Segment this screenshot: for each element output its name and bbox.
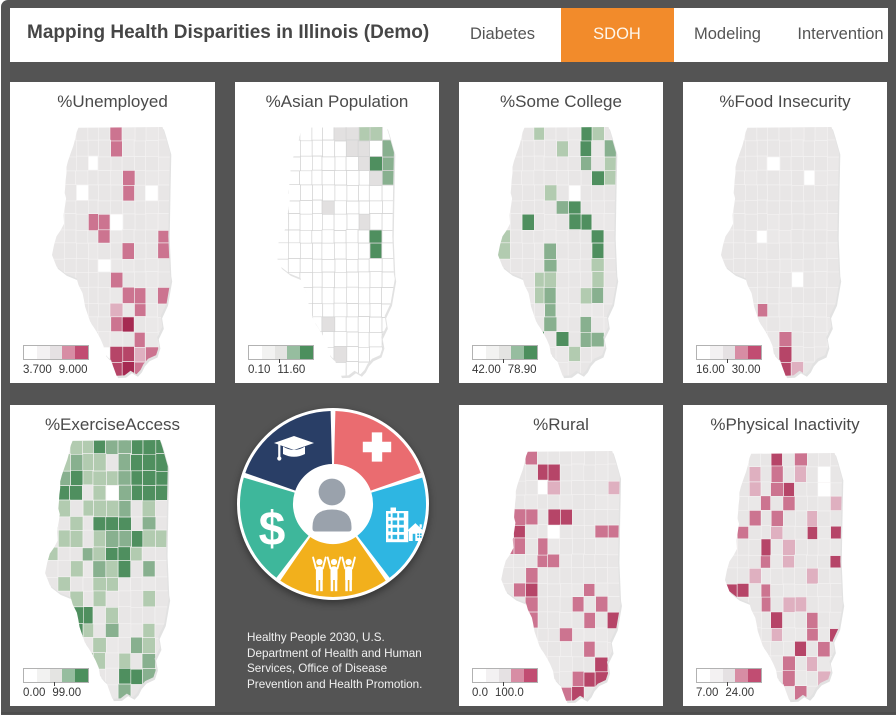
svg-text:$: $ <box>259 503 286 556</box>
